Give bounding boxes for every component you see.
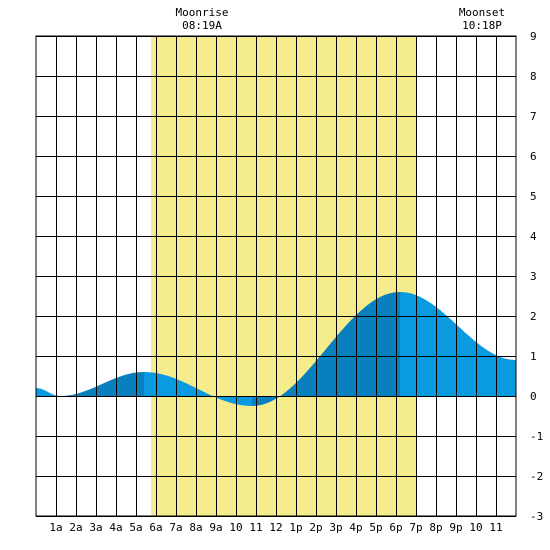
moon-event-time: 08:19A <box>182 19 222 32</box>
x-axis-labels: 1a 2a 3a 4a 5a 6a 7a 8a 9a 10 11 12 1p 2p 3p 4p 5p 6p 7p 8p… <box>49 521 502 534</box>
x-tick-label: 3a <box>89 521 102 534</box>
x-tick-label: 5p <box>369 521 382 534</box>
y-tick-label: 0 <box>530 390 537 403</box>
y-tick-label: 8 <box>530 70 537 83</box>
tide-areas <box>36 292 516 406</box>
y-tick-label: 5 <box>530 190 537 203</box>
x-tick-label: 4p <box>349 521 362 534</box>
plot-border <box>35 35 517 517</box>
x-tick-label: 7p <box>409 521 422 534</box>
x-tick-label: 10 <box>469 521 482 534</box>
moon-event-label: Moonrise <box>176 6 229 19</box>
tide-segment <box>252 292 400 406</box>
y-tick-label: 9 <box>530 30 537 43</box>
x-tick-label: 4a <box>109 521 122 534</box>
y-tick-label: 4 <box>530 230 537 243</box>
moon-event-label: Moonset <box>459 6 505 19</box>
tide-segment <box>144 372 252 406</box>
x-tick-label: 5a <box>129 521 142 534</box>
x-tick-label: 8p <box>429 521 442 534</box>
x-tick-label: 8a <box>189 521 202 534</box>
y-tick-label: 7 <box>530 110 537 123</box>
tide-segment <box>60 372 144 396</box>
x-tick-label: 1p <box>289 521 302 534</box>
x-tick-label: 3p <box>329 521 342 534</box>
tide-segment <box>36 388 60 396</box>
x-tick-label: 11 <box>489 521 502 534</box>
tide-segment <box>400 292 516 396</box>
x-tick-label: 6p <box>389 521 402 534</box>
y-axis-labels: -3 -2 -1 0 1 2 3 4 5 6 7 8 9 <box>530 30 543 523</box>
y-tick-label: 2 <box>530 310 537 323</box>
y-tick-label: 1 <box>530 350 537 363</box>
moon-event-time: 10:18P <box>462 19 502 32</box>
x-tick-label: 7a <box>169 521 182 534</box>
y-tick-label: -1 <box>530 430 543 443</box>
x-tick-label: 2a <box>69 521 82 534</box>
y-tick-label: 3 <box>530 270 537 283</box>
y-tick-label: -2 <box>530 470 543 483</box>
x-tick-label: 12 <box>269 521 282 534</box>
y-tick-label: -3 <box>530 510 543 523</box>
x-tick-label: 11 <box>249 521 262 534</box>
x-tick-label: 1a <box>49 521 62 534</box>
x-tick-label: 2p <box>309 521 322 534</box>
x-tick-label: 10 <box>229 521 242 534</box>
y-tick-label: 6 <box>530 150 537 163</box>
x-tick-label: 9a <box>209 521 222 534</box>
x-tick-label: 9p <box>449 521 462 534</box>
x-tick-label: 6a <box>149 521 162 534</box>
